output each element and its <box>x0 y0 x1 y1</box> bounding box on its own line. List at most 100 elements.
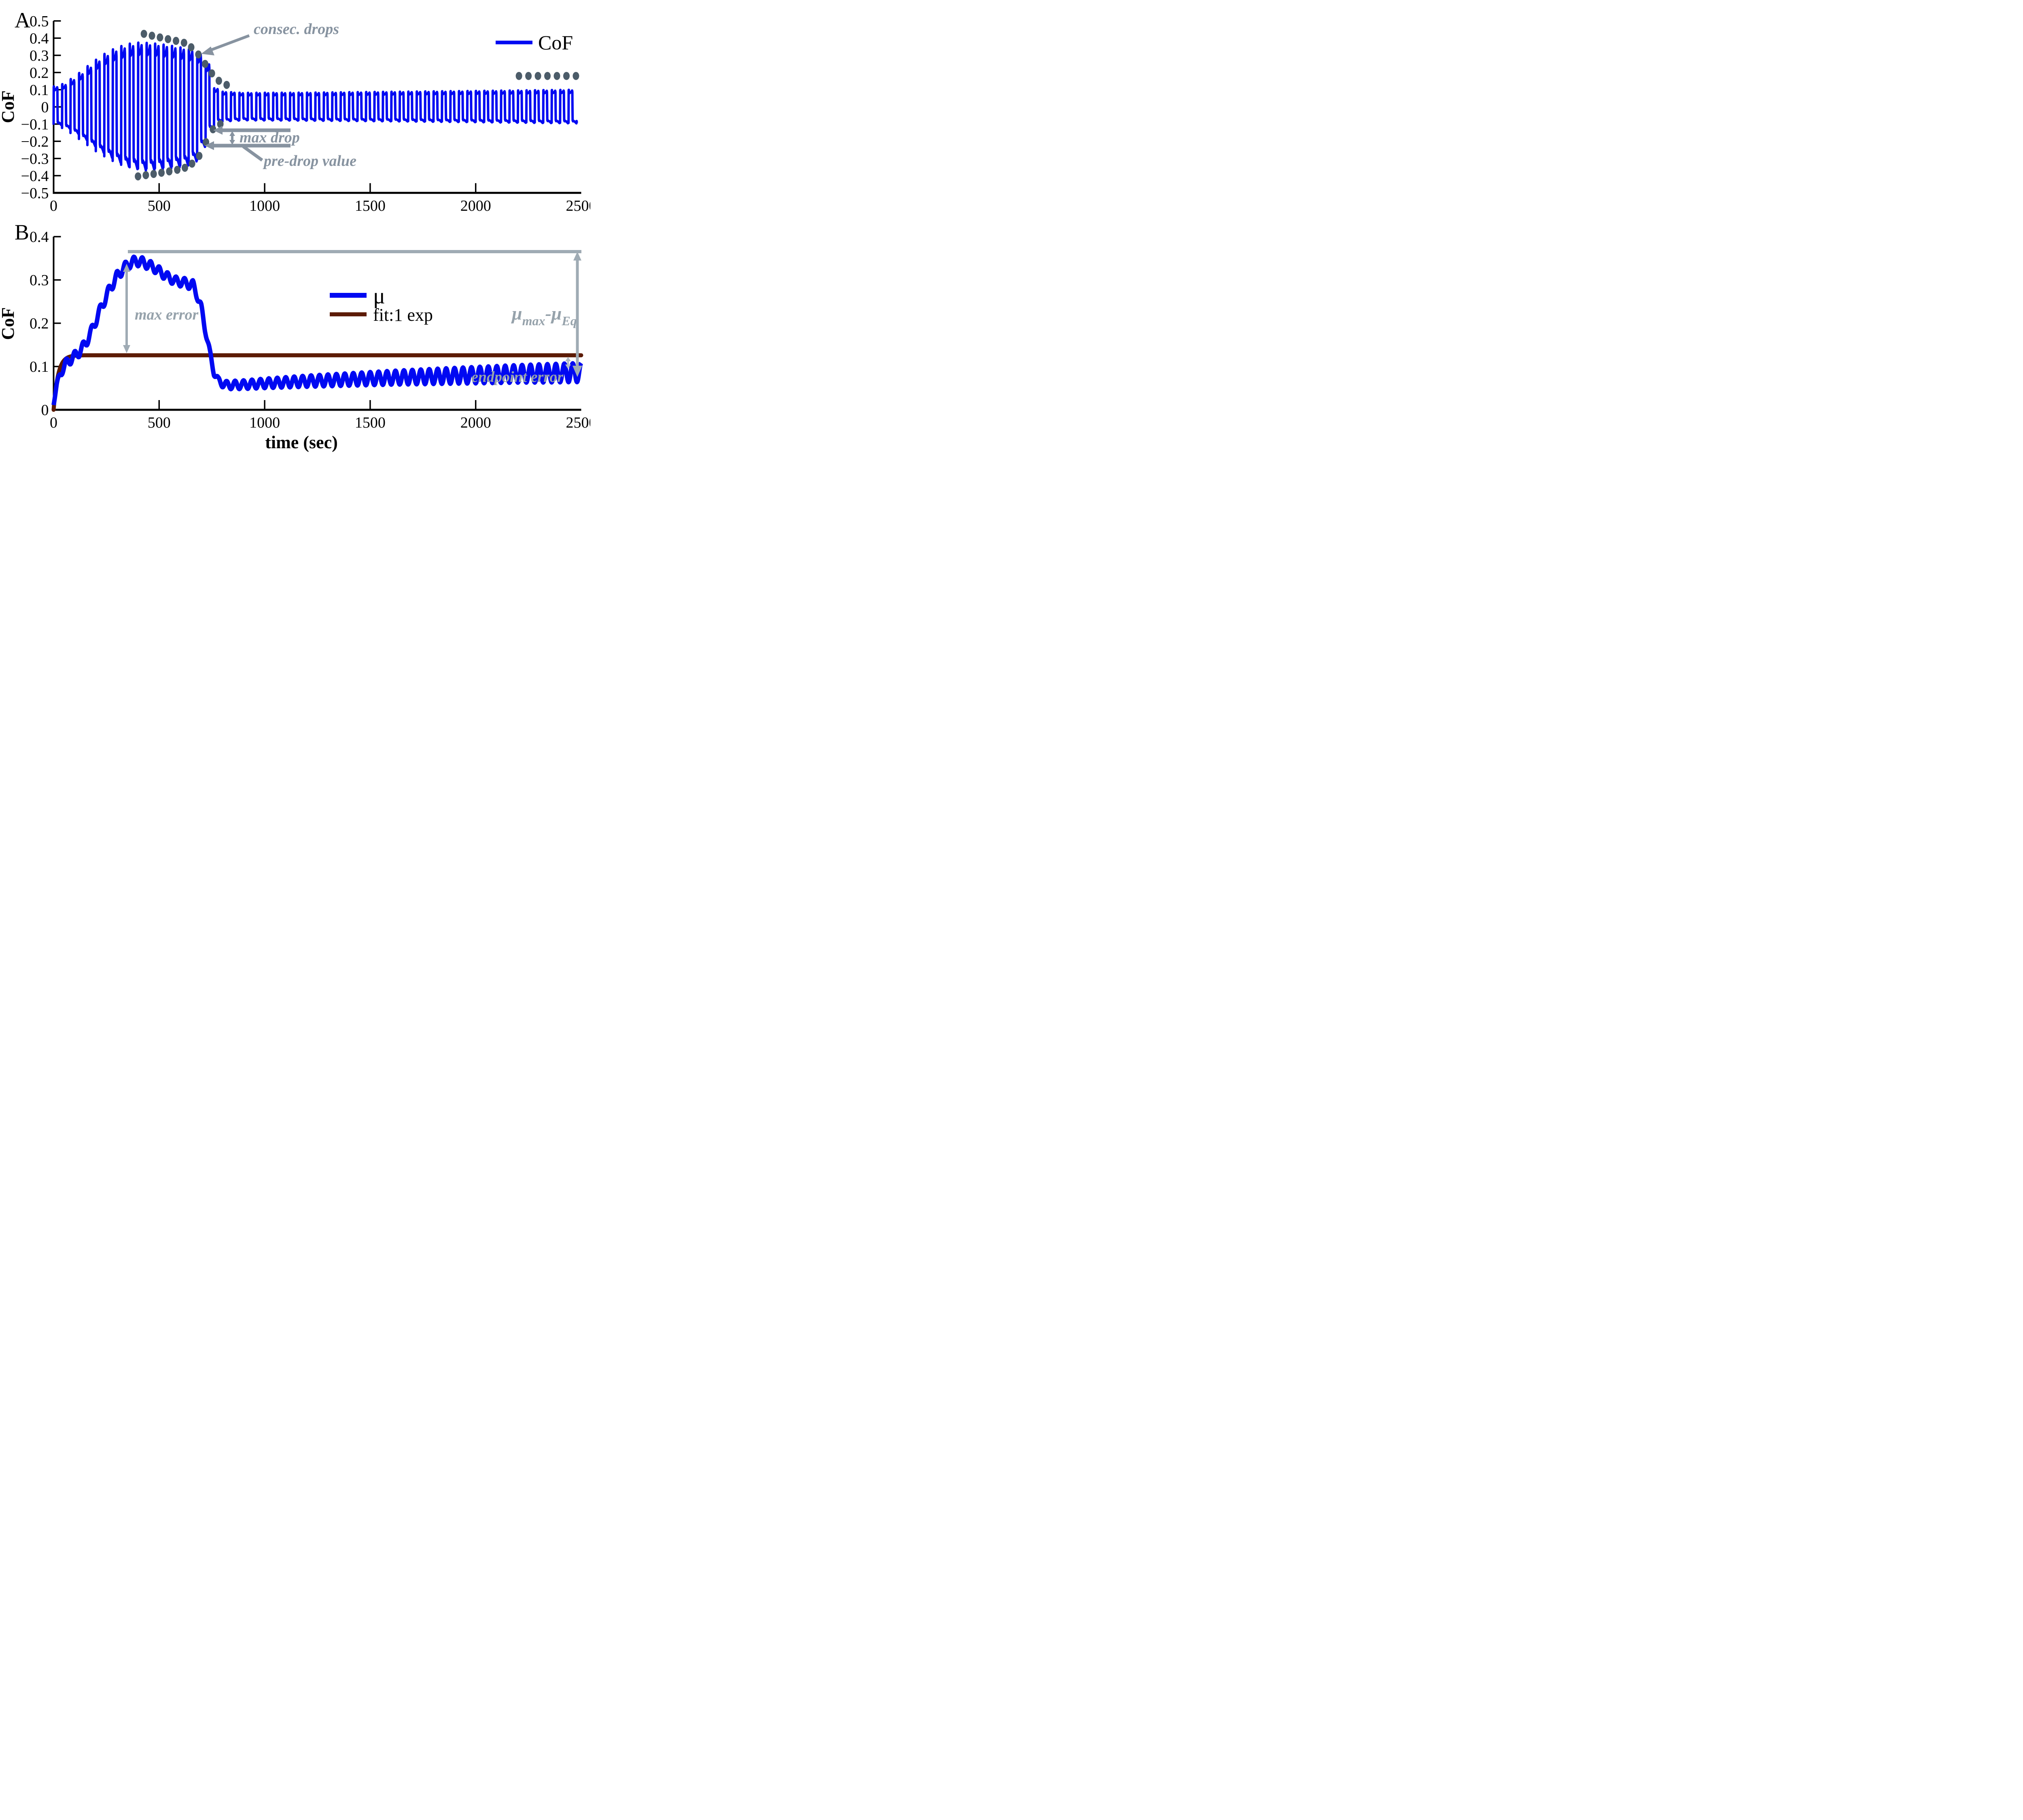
mu-span-arrowhead-down-icon <box>573 366 582 377</box>
endpoint-error-arrowhead-down-icon <box>565 364 571 369</box>
y-tick-label: 0.2 <box>30 64 49 81</box>
pre-drop-label: pre-drop value <box>263 153 356 169</box>
x-tick-label: 0 <box>50 414 57 431</box>
y-tick-label: 0 <box>41 99 49 116</box>
consec-drop-dot-lower <box>166 167 173 176</box>
y-tick-label: −0.3 <box>21 150 49 167</box>
annotation-max-error: max error <box>123 264 199 353</box>
panel-a-ylabel: CoF <box>0 91 18 123</box>
consec-drop-dot-lower <box>203 138 210 146</box>
y-tick-label: 0.1 <box>30 358 49 375</box>
y-tick-label: 0 <box>41 402 49 419</box>
legend-label-mu: μ <box>373 284 385 309</box>
consec-drop-dot-upper <box>148 32 155 40</box>
max-error-arrowhead-up-icon <box>123 264 130 272</box>
panel-a-letter: A <box>15 8 30 32</box>
consec-drop-dot-upper <box>215 76 222 85</box>
y-tick-label: −0.5 <box>21 185 49 202</box>
x-tick-label: 1000 <box>249 197 280 214</box>
steady-state-dot <box>573 72 579 80</box>
y-tick-label: 0.3 <box>30 47 49 64</box>
max-drop-arrowhead-icon <box>213 126 223 135</box>
panel-a: A CoF 0.50.40.30.20.10−0.1−0.2−0.3−0.4−0… <box>0 8 590 214</box>
consec-drop-dot-upper <box>188 43 195 51</box>
consec-drop-dot-lower <box>174 165 181 174</box>
consec-drop-dot-upper <box>223 81 230 89</box>
x-tick-label: 500 <box>148 414 171 431</box>
panel-b: B CoF time (sec) 0 0.1 0.2 0.3 0.4 0 500 1000 15… <box>0 220 590 452</box>
max-drop-span-arrowhead-up-icon <box>229 131 235 136</box>
consec-drop-dot-upper <box>173 37 180 45</box>
y-tick-label: 0.4 <box>30 229 49 246</box>
max-drop-span-arrowhead-down-icon <box>229 140 235 145</box>
x-tick-label: 1000 <box>249 414 280 431</box>
steady-state-dot <box>544 72 551 80</box>
x-tick-label: 500 <box>148 197 171 214</box>
consec-drop-dot-upper <box>202 60 209 68</box>
steady-state-dot <box>563 72 570 80</box>
consec-drop-dot-lower <box>150 170 157 178</box>
x-tick-label: 1500 <box>355 414 386 431</box>
mu-max-minus-mu-eq-label: μmax-μEq <box>511 303 577 328</box>
consec-drops-label: consec. drops <box>254 21 339 38</box>
annotation-consec-drops: consec. drops <box>201 21 339 55</box>
consec-drops-arrow-line <box>206 34 250 53</box>
mu-curve <box>51 254 583 406</box>
panel-a-plot-area: 0.50.40.30.20.10−0.1−0.2−0.3−0.4−0.50 500… <box>21 13 590 214</box>
steady-state-dot <box>525 72 532 80</box>
x-tick-label: 2500 <box>566 414 591 431</box>
consec-drop-dot-lower <box>158 169 165 177</box>
consec-drop-dot-lower <box>196 152 203 160</box>
max-error-arrowhead-down-icon <box>123 345 130 353</box>
cof-signal-curve <box>52 41 578 172</box>
endpoint-error-arrowhead-up-icon <box>565 357 571 361</box>
y-tick-label: −0.1 <box>21 116 49 133</box>
pre-drop-arrowhead-icon <box>205 141 214 150</box>
x-tick-label: 2000 <box>460 414 491 431</box>
consec-drop-dot-upper <box>157 33 163 42</box>
steady-state-dot <box>515 72 522 80</box>
pre-drop-connector-line <box>242 145 263 162</box>
consec-drop-dot-upper <box>195 50 202 59</box>
panel-b-ylabel: CoF <box>0 307 18 340</box>
consec-drop-dot-lower <box>135 172 142 180</box>
annotation-mu-span-arrow <box>573 252 582 377</box>
steady-state-dot <box>553 72 560 80</box>
x-tick-label: 2500 <box>566 197 591 214</box>
legend-label-cof: CoF <box>538 31 573 54</box>
panel-b-letter: B <box>15 220 29 244</box>
panel-b-plot-area: 0 0.1 0.2 0.3 0.4 0 500 1000 1500 2000 2500 <box>30 229 590 431</box>
consec-drop-dot-lower <box>189 159 195 168</box>
figure-canvas: A CoF 0.50.40.30.20.10−0.1−0.2−0.3−0.4−0… <box>0 8 590 452</box>
y-tick-label: 0.3 <box>30 272 49 289</box>
annotation-max-drop: max drop pre-drop value <box>205 126 356 169</box>
legend-label-fit: fit:1 exp <box>373 305 433 325</box>
x-tick-label: 2000 <box>460 197 491 214</box>
x-tick-label: 1500 <box>355 197 386 214</box>
figure: A CoF 0.5 0.4 0.3 0.2 0.1 0 −0.1 −0.2 −0.3 −0.4 −0… <box>0 0 590 455</box>
endpoint-error-label: endpoint error <box>471 369 564 386</box>
y-tick-label: 0.2 <box>30 315 49 332</box>
y-tick-label: −0.2 <box>21 133 49 150</box>
panel-b-legend: μ fit:1 exp <box>330 284 433 325</box>
panel-a-legend: CoF <box>496 31 573 54</box>
annotation-endpoint-error: endpoint error <box>471 357 571 386</box>
max-error-label: max error <box>135 306 199 323</box>
steady-state-dot <box>534 72 541 80</box>
y-tick-label: 0.4 <box>30 30 49 47</box>
consec-drop-dot-lower <box>210 125 216 133</box>
panel-b-xlabel: time (sec) <box>265 432 338 452</box>
consec-drops-arrowhead-icon <box>201 47 214 55</box>
consec-drop-dot-upper <box>208 69 215 78</box>
consec-drop-dot-lower <box>142 171 149 179</box>
fit-exp-curve <box>51 353 583 412</box>
max-drop-label: max drop <box>240 129 300 146</box>
consec-drop-dot-lower <box>181 163 188 172</box>
consec-drop-dot-upper <box>180 38 187 47</box>
consec-drop-dot-upper <box>165 35 172 43</box>
consec-drop-dot-upper <box>140 30 147 38</box>
mu-span-arrowhead-up-icon <box>573 252 581 261</box>
y-tick-label: 0.1 <box>30 82 49 99</box>
x-tick-label: 0 <box>50 197 57 214</box>
y-tick-label: −0.4 <box>21 167 49 184</box>
